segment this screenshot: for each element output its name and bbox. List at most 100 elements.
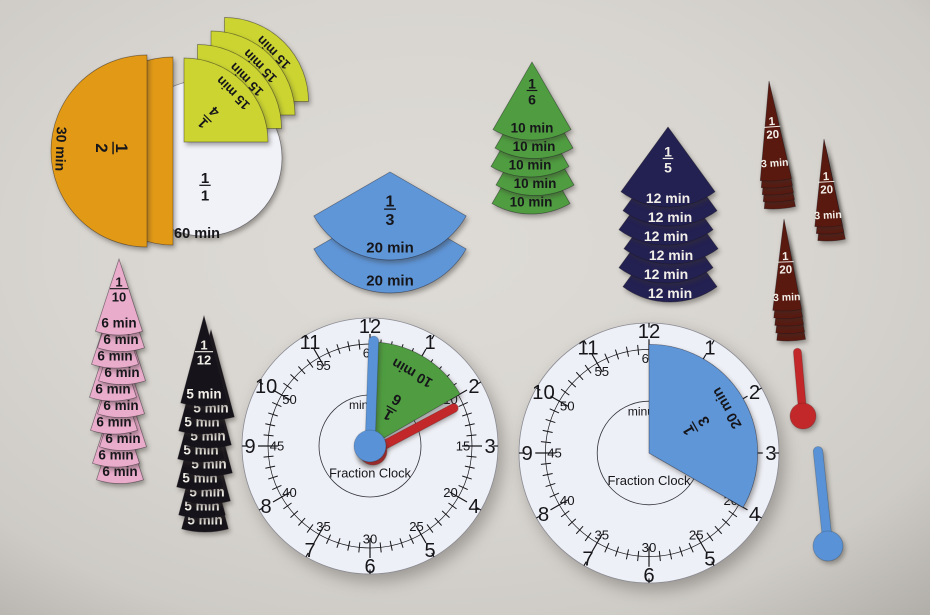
fraction-denominator: 12 [197, 353, 211, 368]
minutes-label: 6 min [105, 431, 140, 446]
tick [298, 366, 306, 375]
loose-hand-blue [812, 446, 844, 562]
fraction-label: 120 [777, 251, 794, 277]
tick [550, 395, 569, 407]
fraction-label: 12 [92, 141, 131, 155]
minute-number: 50 [282, 392, 296, 407]
fraction-label: 11 [199, 170, 211, 204]
tick [542, 472, 553, 477]
tick [462, 475, 472, 480]
hour-number: 8 [538, 504, 549, 526]
tick [399, 538, 404, 548]
piece-twentieth-group-1-piece: 3 min 120 [759, 80, 792, 182]
tick [464, 423, 475, 427]
piece-sixth-stack: 10 min 10 min 10 min 10 min 10 min 16 [490, 61, 575, 215]
minute-number: 30 [642, 540, 657, 555]
hour-number: 6 [364, 556, 375, 578]
minute-number: 20 [443, 485, 457, 500]
fraction-clock-left-hand-hand_blue-bulb [353, 429, 387, 463]
minute-number: 45 [547, 446, 562, 461]
tick [658, 550, 661, 562]
tick [542, 429, 553, 434]
tick [462, 412, 472, 417]
hour-number: 8 [261, 496, 272, 518]
hour-number: 3 [765, 443, 776, 465]
fraction-clock-left-hand-hand_blue [353, 335, 387, 463]
minute-number: 25 [409, 519, 423, 534]
piece-twelfth-stack-shape [180, 314, 228, 407]
piece-fifth-stack-piece: 12 min 15 [620, 126, 716, 208]
minute-number: 30 [363, 532, 377, 547]
tick [290, 510, 299, 518]
fraction-clock-right: 12123456789101151015202530354045505560mi… [518, 321, 780, 587]
hour-number: 10 [255, 376, 277, 398]
minute-number: 40 [560, 493, 575, 508]
fraction-numerator: 1 [112, 143, 131, 152]
tick [458, 484, 468, 490]
tick [272, 484, 282, 490]
tick [326, 348, 332, 358]
minutes-label: 6 min [96, 415, 131, 430]
piece-third-stack-shape [313, 171, 467, 261]
piece-half-stack: 12 30 min [50, 54, 174, 248]
tick [426, 524, 434, 533]
tick [258, 381, 264, 385]
minute-number: 25 [689, 527, 704, 542]
hour-number: 9 [244, 436, 255, 458]
tick [560, 510, 570, 518]
tick [434, 517, 442, 526]
piece-twentieth-group-2: 3 min 120 [814, 138, 846, 242]
hour-number: 10 [532, 382, 555, 404]
tick [265, 423, 276, 427]
minutes-label: 5 min [186, 387, 221, 402]
piece-twentieth-group-1: 3 min 120 [759, 80, 796, 210]
tick [536, 515, 541, 519]
minutes-label: 6 min [97, 349, 132, 364]
piece-tenth-stack-shape [95, 257, 143, 336]
hour-number: 11 [300, 332, 321, 354]
fraction-numerator: 1 [115, 275, 122, 290]
fraction-numerator: 1 [528, 75, 536, 91]
tick [415, 525, 427, 544]
minutes-label: 6 min [103, 398, 138, 413]
tick [584, 364, 592, 374]
tick [550, 499, 569, 511]
minute-number: 40 [282, 485, 296, 500]
tick [614, 349, 620, 360]
tick [358, 542, 361, 553]
fraction-label: 120 [764, 116, 781, 142]
tick [305, 334, 309, 340]
fraction-label: 112 [194, 338, 214, 368]
overlay-wedge [648, 343, 759, 508]
minute-number: 50 [560, 398, 575, 413]
tick [466, 434, 477, 437]
tick [614, 546, 620, 557]
tick [283, 502, 292, 510]
hour-number: 7 [582, 549, 593, 571]
fraction-label: 120 [818, 171, 835, 197]
piece-twentieth-group-3: 3 min 120 [772, 218, 806, 342]
tick [560, 388, 570, 396]
tick [721, 518, 731, 527]
fraction-numerator: 1 [782, 251, 789, 263]
minutes-label: 10 min [513, 139, 556, 154]
minutes-label: 12 min [644, 228, 688, 244]
piece-fifth-stack-shape [620, 126, 716, 208]
fraction-denominator: 2 [92, 143, 111, 152]
fraction-label: 15 [662, 143, 674, 175]
tick [389, 540, 393, 551]
hour-number: 1 [424, 332, 435, 354]
piece-fifth-stack: 12 min 12 min 12 min 12 min 12 min 12 min 15 [618, 126, 719, 303]
hour-number: 5 [424, 540, 435, 562]
fraction-numerator: 1 [822, 171, 830, 183]
minutes-label: 12 min [648, 209, 692, 225]
tick [326, 534, 332, 544]
tick [268, 475, 278, 480]
tick [272, 491, 291, 503]
tick [449, 491, 468, 503]
piece-tenth-stack-piece: 6 min 110 [95, 257, 143, 336]
tick [306, 359, 314, 368]
tick [263, 434, 274, 437]
